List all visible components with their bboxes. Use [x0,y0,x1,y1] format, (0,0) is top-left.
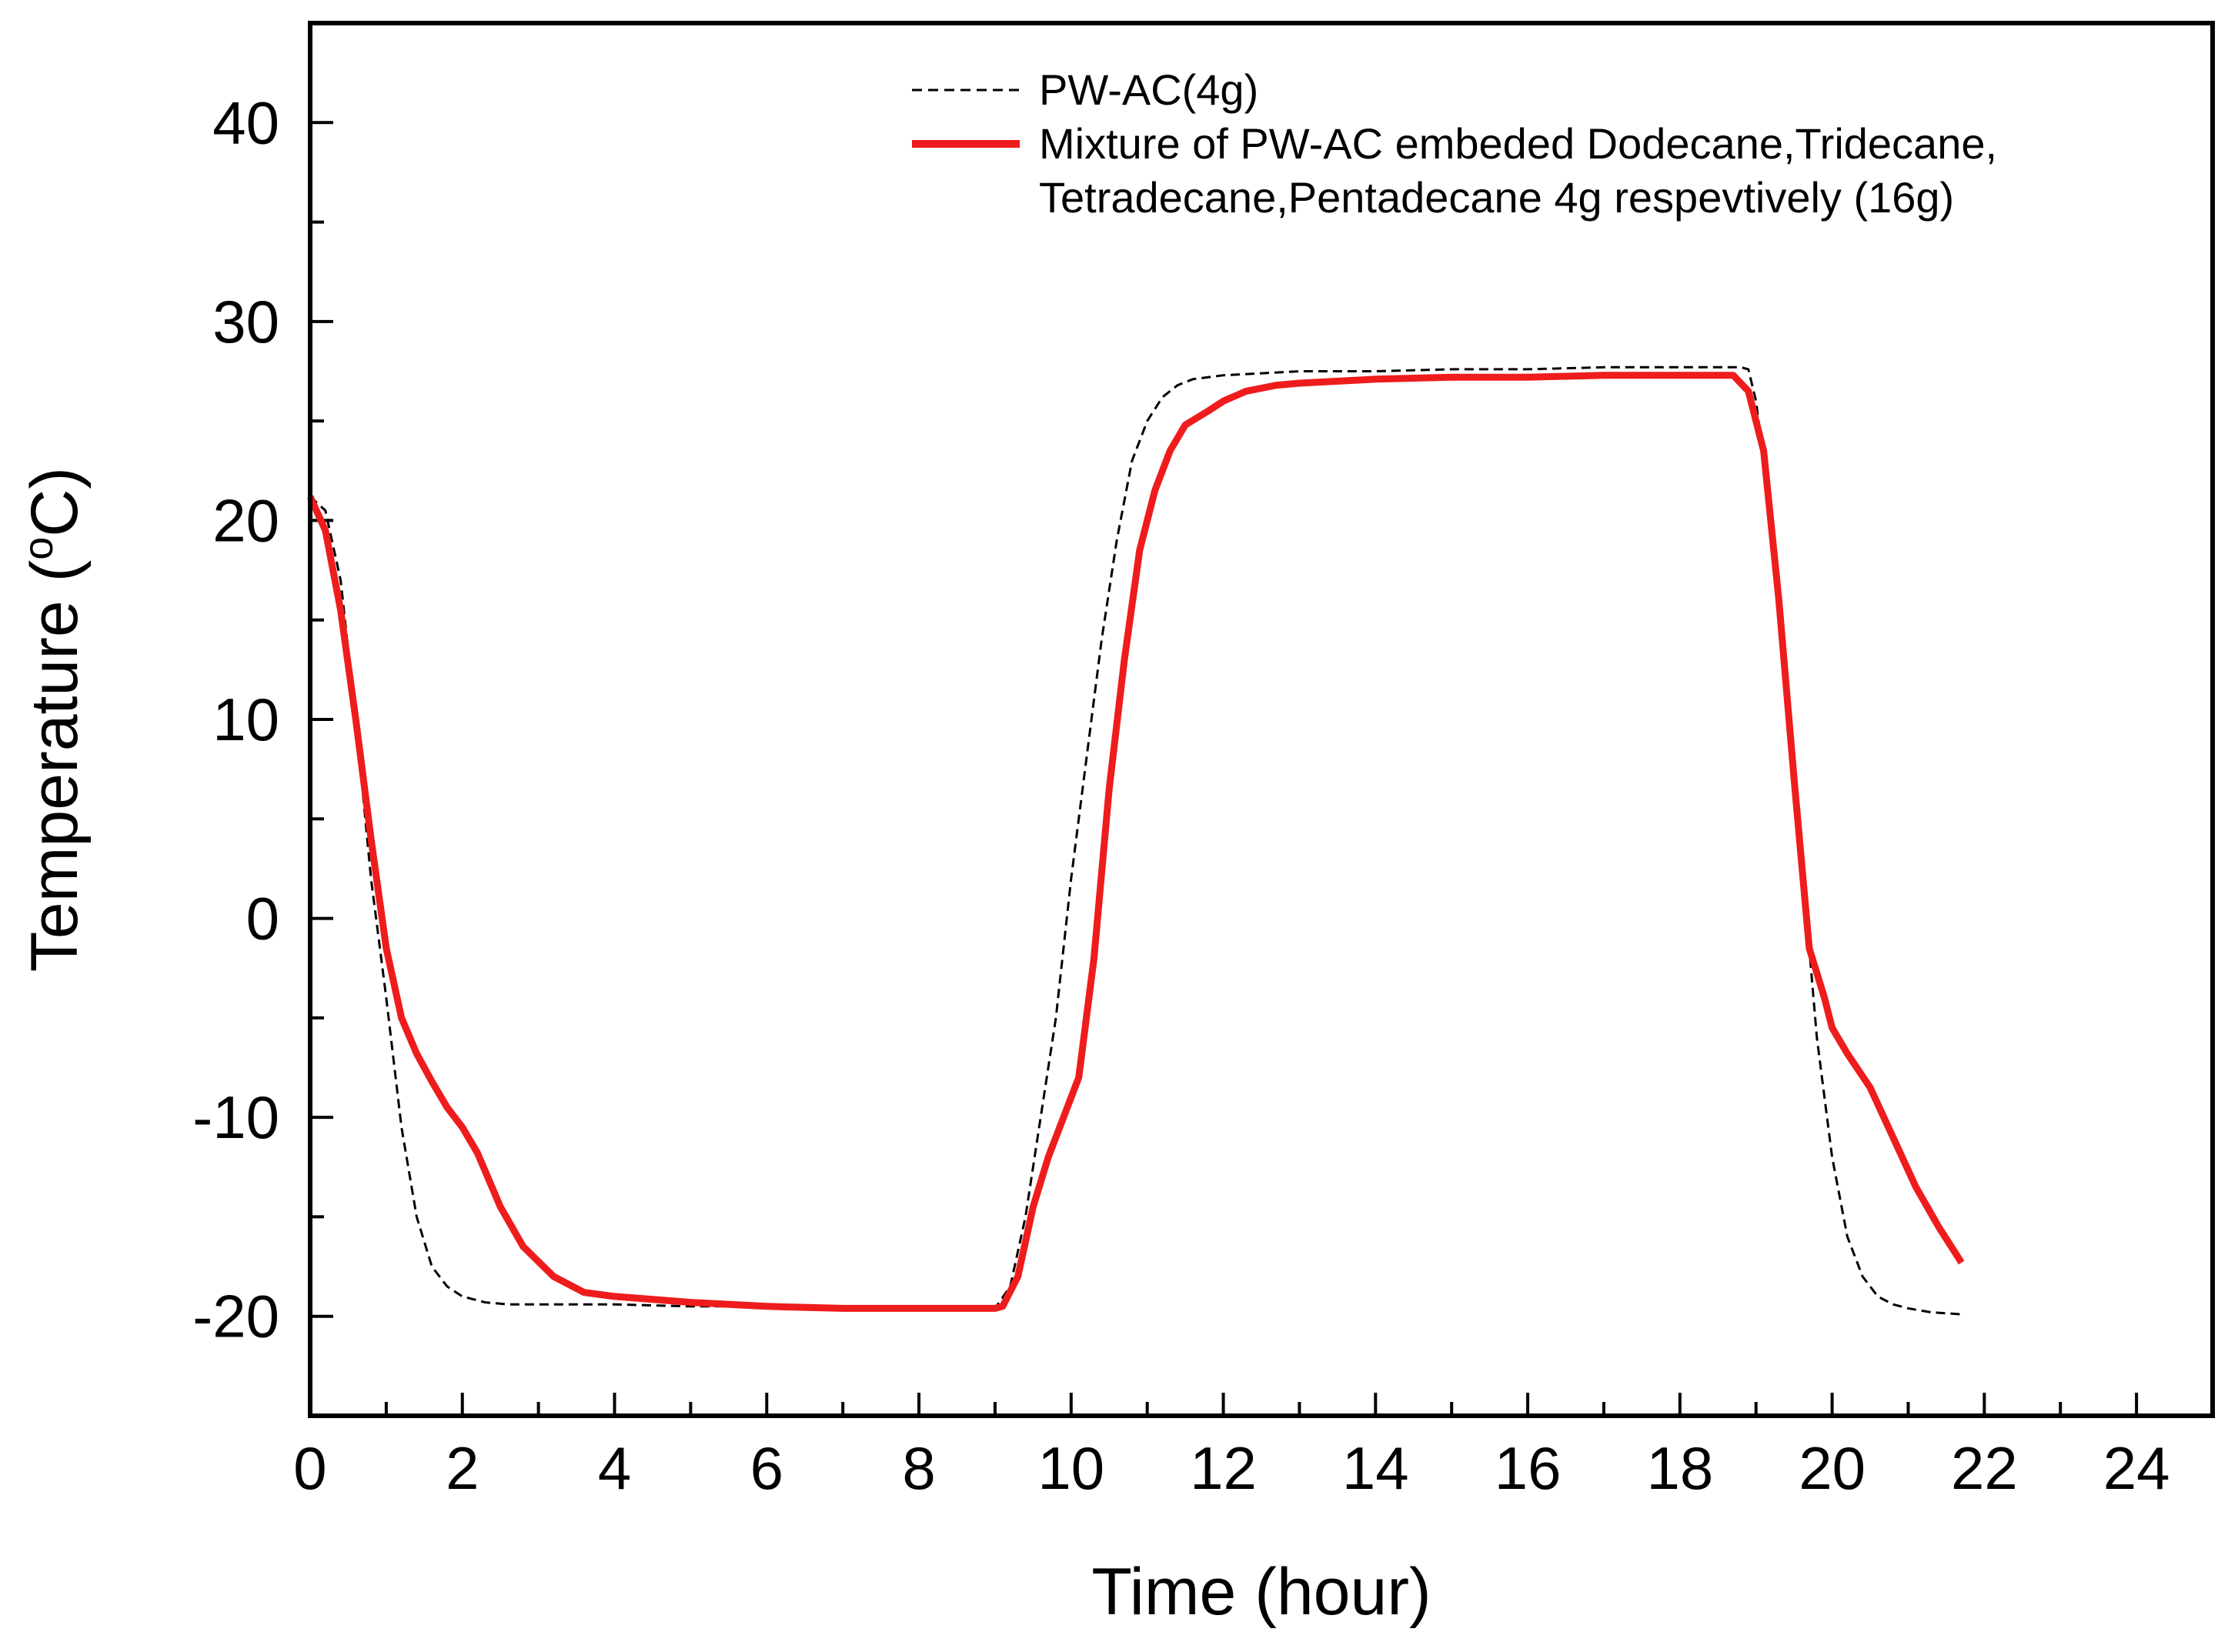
y-axis-title-degree: o [15,537,62,560]
x-tick-label: 12 [1190,1434,1257,1502]
x-tick-label: 24 [2103,1434,2170,1502]
legend-label-mixture: Mixture of PW-AC embeded Dodecane,Tridec… [1039,119,2009,222]
legend: PW-AC(4g) Mixture of PW-AC embeded Dodec… [912,65,2009,222]
legend-label-mixture-line1: Mixture of PW-AC embeded Dodecane,Tridec… [1039,119,1997,168]
x-tick-label: 22 [1951,1434,2018,1502]
y-tick-label: -20 [192,1283,279,1350]
x-tick-label: 14 [1342,1434,1409,1502]
series-pw-ac-line [309,365,1962,1316]
series-mixture-line [306,372,1965,1312]
y-tick-label: 10 [212,686,279,753]
y-tick-label: 20 [212,486,279,554]
x-tick-label: 10 [1037,1434,1104,1502]
x-tick-label: 0 [293,1434,326,1502]
y-tick-label: 30 [212,288,279,355]
x-tick-label: 4 [598,1434,631,1502]
legend-label-pw-ac: PW-AC(4g) [1039,65,1258,114]
y-axis-title: Temperature (oC) [15,467,92,972]
y-tick-label: 40 [212,88,279,156]
x-tick-label: 20 [1799,1434,1866,1502]
x-tick-label: 2 [446,1434,479,1502]
x-tick-label: 18 [1646,1434,1713,1502]
y-tick-label: 0 [246,885,279,953]
legend-label-mixture-line2: Tetradecane,Pentadecane 4g respevtively … [1039,173,1954,222]
x-tick-label: 16 [1495,1434,1562,1502]
y-tick-label: -10 [192,1083,279,1151]
y-axis-title-main: Temperature ( [18,559,92,972]
x-tick-label: 8 [902,1434,935,1502]
series-lines [306,365,1965,1316]
x-axis-title: Time (hour) [1091,1555,1431,1629]
y-axis-title-unit: C) [18,467,92,537]
x-tick-label: 6 [750,1434,783,1502]
plot-frame [308,21,2215,1418]
